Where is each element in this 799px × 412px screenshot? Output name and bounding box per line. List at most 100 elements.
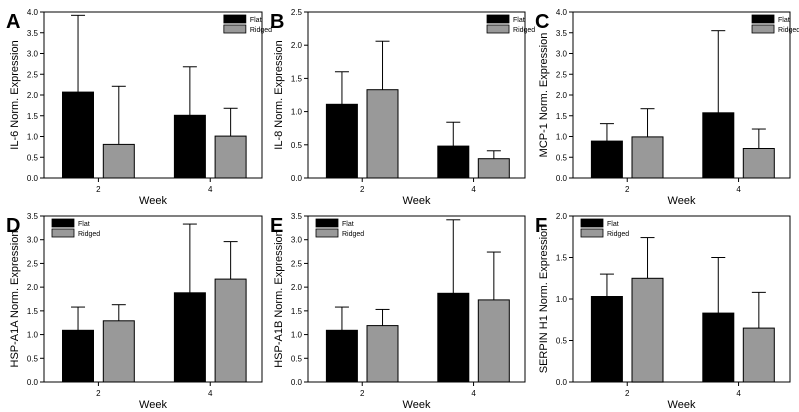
legend-label-flat: Flat <box>250 17 262 24</box>
x-tick-label: 4 <box>471 185 476 194</box>
x-tick-label: 2 <box>360 185 365 194</box>
x-axis-label: Week <box>139 195 167 207</box>
bar-flat-week-2 <box>590 296 623 383</box>
bar-flat-week-2 <box>62 91 94 179</box>
y-tick-label: 2.0 <box>291 283 303 292</box>
x-axis-label: Week <box>668 399 696 411</box>
x-axis-label: Week <box>403 399 431 411</box>
y-tick-label: 0.0 <box>27 174 39 183</box>
y-tick-label: 2.5 <box>291 259 303 268</box>
panel-letter: D <box>6 215 20 237</box>
y-axis-label: SERPIN H1 Norm. Expression <box>538 225 550 374</box>
x-tick-label: 2 <box>625 185 630 194</box>
y-tick-label: 2.0 <box>556 91 568 100</box>
legend-label-flat: Flat <box>607 221 619 228</box>
plot-frame <box>307 11 526 179</box>
x-tick-label: 4 <box>736 185 741 194</box>
bar-ridged-week-2 <box>631 136 664 179</box>
bar-ridged-week-2 <box>102 143 135 179</box>
bar-ridged-week-4 <box>477 299 510 383</box>
chart-panel-a: 2 4 0.0 0.5 1.0 1.5 2.0 2.5 3.0 3.5 4.0 Week IL-6 No… <box>6 8 272 207</box>
x-tick-label: 4 <box>471 389 476 398</box>
legend-swatch-flat <box>315 218 339 228</box>
bar-flat-week-4 <box>437 292 470 383</box>
bar-flat-week-2 <box>62 329 94 383</box>
legend-label-ridged: Ridged <box>342 231 364 238</box>
x-tick-label: 4 <box>208 389 213 398</box>
x-tick-label: 4 <box>208 185 213 194</box>
y-tick-label: 3.5 <box>27 212 39 221</box>
y-axis-label: IL-6 Norm. Expression <box>9 40 21 149</box>
x-tick-label: 2 <box>96 185 101 194</box>
legend-swatch-flat <box>486 14 510 24</box>
x-tick-label: 2 <box>625 389 630 398</box>
x-axis-label: Week <box>403 195 431 207</box>
bar-ridged-week-4 <box>214 135 247 179</box>
y-tick-label: 0.0 <box>291 174 303 183</box>
y-tick-label: 1.0 <box>27 133 39 142</box>
bar-ridged-week-4 <box>742 327 775 383</box>
y-tick-label: 1.0 <box>291 108 303 117</box>
y-tick-label: 0.0 <box>291 378 303 387</box>
legend-swatch-flat <box>51 218 75 228</box>
legend-label-flat: Flat <box>78 221 90 228</box>
y-axis-label: HSP-A1B Norm. Expression <box>273 230 285 368</box>
legend-swatch-ridged <box>580 228 604 238</box>
bar-flat-week-4 <box>702 312 735 383</box>
y-tick-label: 3.5 <box>27 29 39 38</box>
x-axis-label: Week <box>139 399 167 411</box>
legend-label-flat: Flat <box>513 17 525 24</box>
legend-swatch-ridged <box>315 228 339 238</box>
y-tick-label: 2.5 <box>27 70 39 79</box>
legend-swatch-ridged <box>751 24 775 34</box>
y-tick-label: 1.5 <box>27 307 39 316</box>
legend-swatch-ridged <box>486 24 510 34</box>
y-tick-label: 1.5 <box>291 74 303 83</box>
panel-letter: F <box>535 215 547 237</box>
y-tick-label: 2.0 <box>27 283 39 292</box>
y-tick-label: 2.0 <box>291 41 303 50</box>
legend-label-ridged: Ridged <box>513 27 535 34</box>
y-tick-label: 1.0 <box>291 331 303 340</box>
y-tick-label: 1.0 <box>556 295 568 304</box>
plot-frame <box>43 215 263 383</box>
bar-ridged-week-2 <box>366 325 399 383</box>
y-tick-label: 1.5 <box>556 254 568 263</box>
bar-ridged-week-2 <box>366 89 399 179</box>
y-tick-label: 4.0 <box>556 8 568 17</box>
bar-flat-week-2 <box>325 103 358 179</box>
x-tick-label: 2 <box>96 389 101 398</box>
y-axis-label: HSP-A1A Norm. Expression <box>9 231 21 368</box>
y-tick-label: 0.5 <box>27 153 39 162</box>
y-tick-label: 0.0 <box>556 378 568 387</box>
legend-swatch-ridged <box>223 24 247 34</box>
legend-label-ridged: Ridged <box>778 27 799 34</box>
y-tick-label: 0.5 <box>556 153 568 162</box>
chart-panel-e: 2 4 0.0 0.5 1.0 1.5 2.0 2.5 3.0 3.5 Week HSP-A1B No… <box>270 212 526 411</box>
y-axis-label: IL-8 Norm. Expression <box>273 40 285 149</box>
legend-label-ridged: Ridged <box>607 231 629 238</box>
plot-frame <box>307 215 526 383</box>
chart-panel-c: 2 4 0.0 0.5 1.0 1.5 2.0 2.5 3.0 3.5 4.0 Week MCP-1 N… <box>535 8 799 207</box>
y-tick-label: 1.5 <box>556 112 568 121</box>
y-tick-label: 2.5 <box>556 70 568 79</box>
y-tick-label: 3.0 <box>27 236 39 245</box>
y-tick-label: 1.0 <box>27 331 39 340</box>
y-tick-label: 0.0 <box>556 174 568 183</box>
x-axis-label: Week <box>668 195 696 207</box>
y-tick-label: 2.5 <box>27 259 39 268</box>
legend-label-ridged: Ridged <box>78 231 100 238</box>
y-tick-label: 0.0 <box>27 378 39 387</box>
chart-panel-f: 2 4 0.0 0.5 1.0 1.5 2.0 Week SERPIN H1 Norm. Exp… <box>535 212 791 411</box>
legend-label-flat: Flat <box>778 17 790 24</box>
panel-letter: C <box>535 11 549 33</box>
y-tick-label: 0.5 <box>291 354 303 363</box>
y-tick-label: 3.0 <box>27 50 39 59</box>
bar-flat-week-2 <box>590 140 623 179</box>
bar-ridged-week-2 <box>631 277 664 383</box>
y-tick-label: 2.0 <box>27 91 39 100</box>
chart-panel-b: 2 4 0.0 0.5 1.0 1.5 2.0 2.5 Week IL-8 Norm. Expre… <box>270 8 535 207</box>
y-tick-label: 2.5 <box>291 8 303 17</box>
y-tick-label: 2.0 <box>556 212 568 221</box>
